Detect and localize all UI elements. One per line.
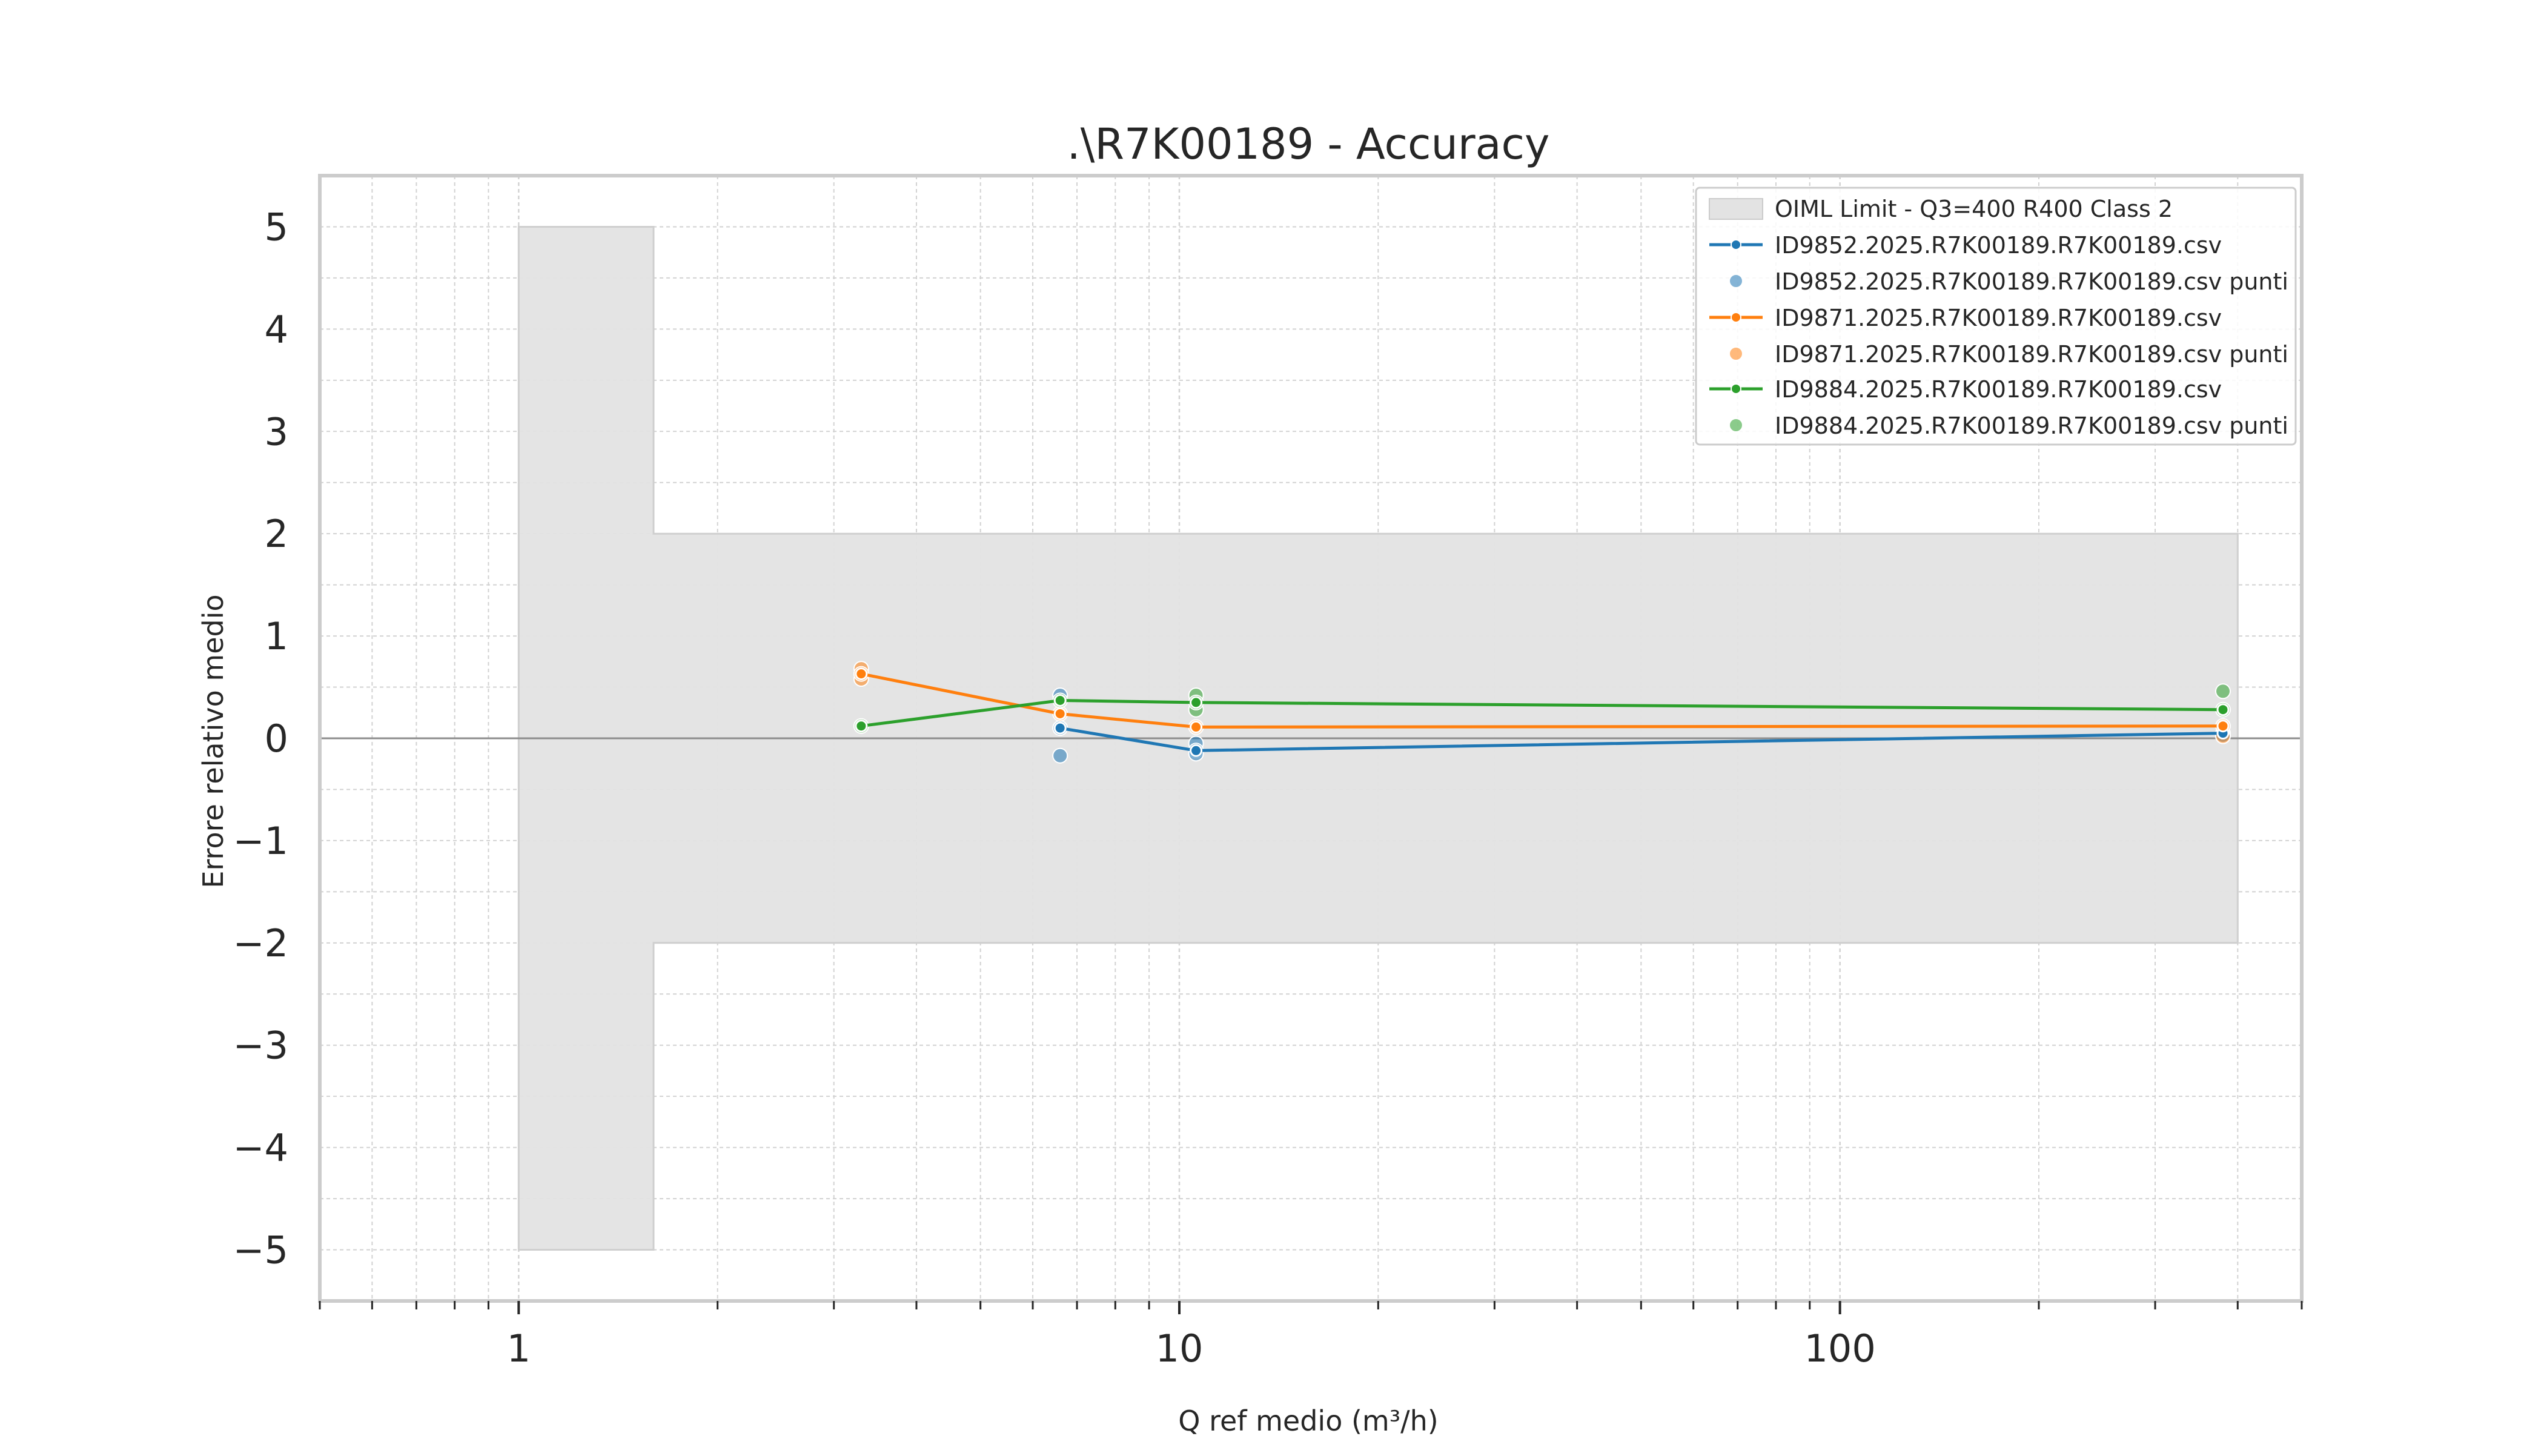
y-tick-label: −5: [233, 1228, 288, 1272]
axes-layer: [318, 174, 2304, 1303]
series-1-line-marker: [1053, 721, 1067, 735]
legend-label-series-1-line: ID9852.2025.R7K00189.R7K00189.csv: [1775, 232, 2222, 259]
chart-title: .\R7K00189 - Accuracy: [1067, 119, 1550, 169]
series-3-data-point: [2215, 683, 2231, 700]
series-2-line: [861, 672, 2224, 729]
y-tick-label: −1: [233, 819, 288, 863]
legend-marker-series-1-line: [1731, 239, 1741, 250]
series-3-line: [861, 699, 2224, 728]
y-axis-label: Errore relativo medio: [197, 594, 230, 888]
series-3-line-marker: [2216, 703, 2230, 716]
series-3-line-marker: [855, 720, 868, 733]
legend-label-series-2-points: ID9871.2025.R7K00189.R7K00189.csv punti: [1775, 341, 2288, 368]
legend-label-series-1-points: ID9852.2025.R7K00189.R7K00189.csv punti: [1775, 268, 2288, 295]
legend-marker-series-1-points: [1729, 274, 1743, 288]
series-1-data-point: [1052, 747, 1068, 764]
series-layer: [853, 661, 2231, 764]
y-tick-label: 0: [265, 716, 288, 761]
y-tick-label: 1: [265, 614, 288, 658]
y-tick-label: 5: [265, 205, 288, 249]
legend-label-series-3-points: ID9884.2025.R7K00189.R7K00189.csv punti: [1775, 412, 2288, 439]
plot-frame: [318, 174, 2304, 1303]
x-tick-label: 10: [1156, 1326, 1204, 1371]
legend-swatch-oiml-limit: [1709, 198, 1763, 220]
series-2-line-marker: [2216, 720, 2230, 733]
y-tick-label: −4: [233, 1126, 288, 1170]
x-tick-label: 100: [1804, 1326, 1875, 1371]
x-axis-label: Q ref medio (m³/h): [1178, 1405, 1439, 1437]
series-1-line-marker: [1190, 744, 1203, 757]
legend-box: [1695, 187, 2297, 446]
y-tick-label: 2: [265, 512, 288, 556]
legend-label-series-3-line: ID9884.2025.R7K00189.R7K00189.csv: [1775, 376, 2222, 403]
legend-marker-series-2-points: [1729, 346, 1743, 361]
series-2-line-marker: [855, 667, 868, 681]
x-tick-label: 1: [507, 1326, 531, 1371]
legend-label-oiml-limit: OIML Limit - Q3=400 R400 Class 2: [1775, 196, 2173, 222]
legend: OIML Limit - Q3=400 R400 Class 2 ID9852.…: [1695, 187, 2297, 446]
legend-label-series-2-line: ID9871.2025.R7K00189.R7K00189.csv: [1775, 305, 2222, 331]
y-tick-label: −2: [233, 921, 288, 965]
series-3-line-marker: [1190, 696, 1203, 709]
legend-marker-series-3-points: [1729, 418, 1743, 432]
legend-marker-series-3-line: [1731, 383, 1741, 394]
y-tick-label: 4: [265, 307, 288, 351]
series-2-line-marker: [1190, 720, 1203, 733]
y-tick-label: 3: [265, 409, 288, 454]
series-2-line-marker: [1053, 707, 1067, 720]
series-3-line-marker: [1053, 694, 1067, 707]
legend-marker-series-2-line: [1731, 312, 1741, 323]
y-tick-label: −3: [233, 1024, 288, 1068]
